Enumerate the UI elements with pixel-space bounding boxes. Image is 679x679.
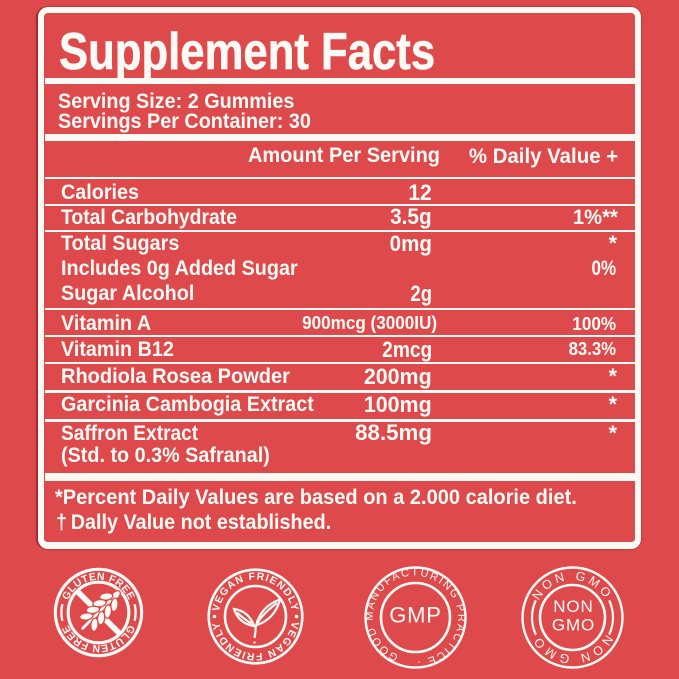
svg-text:GMP: GMP: [389, 603, 442, 628]
svg-text:VEGAN FRIENDLY: VEGAN FRIENDLY: [211, 572, 300, 613]
svg-text:GLUTEN FREE: GLUTEN FREE: [61, 572, 137, 602]
svg-text:GLUTEN FREE: GLUTEN FREE: [61, 623, 137, 653]
svg-text:NON: NON: [553, 597, 593, 616]
svg-text:GMO: GMO: [552, 616, 595, 635]
